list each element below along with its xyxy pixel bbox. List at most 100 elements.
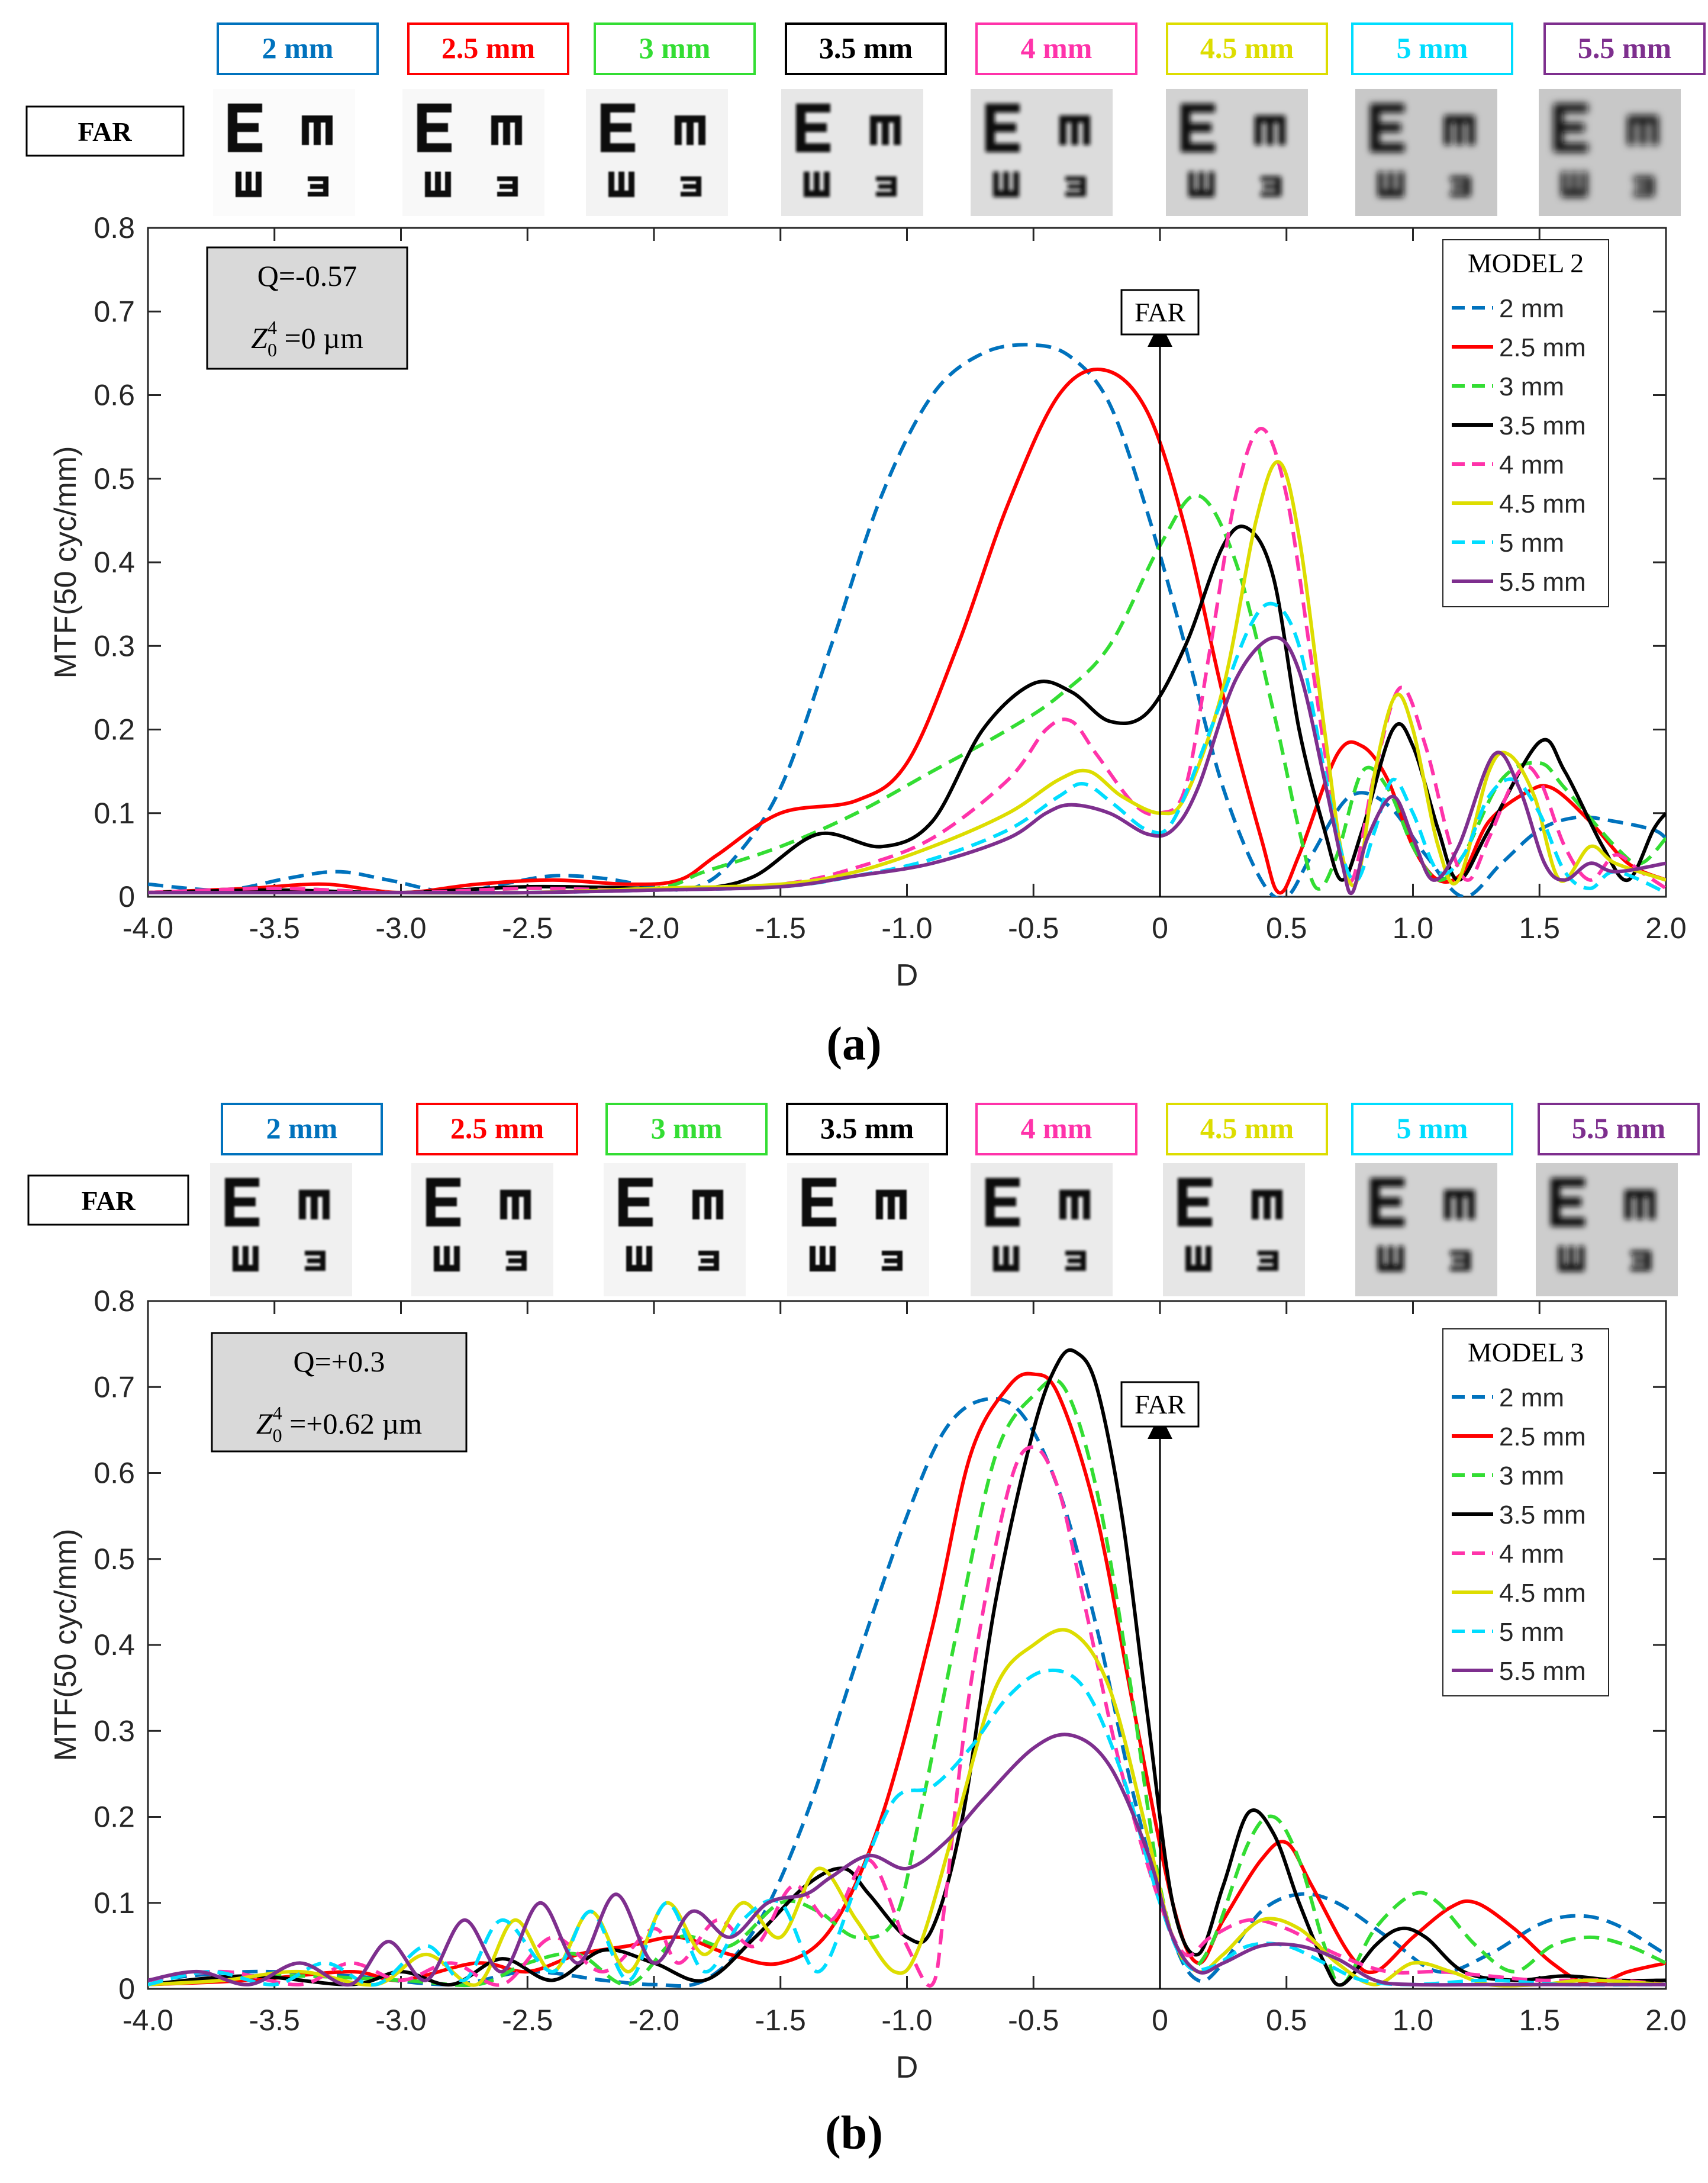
x-tick-label: -1.0	[881, 2004, 932, 2037]
pupil-header-label: 5 mm	[1397, 1112, 1468, 1145]
series-group	[148, 1348, 1666, 1988]
legend-entry: 4.5 mm	[1499, 490, 1586, 519]
far-button[interactable]: FAR	[25, 105, 185, 157]
x-tick-label: -4.0	[123, 912, 173, 945]
pupil-header-label: 4 mm	[1021, 1112, 1093, 1145]
optotype-image	[1355, 89, 1497, 216]
pupil-header-frame	[221, 1103, 383, 1155]
far-button-label: FAR	[81, 1186, 136, 1216]
x-tick-label: -1.5	[755, 912, 806, 945]
x-tick-label: -0.5	[1008, 912, 1059, 945]
x-axis-label: D	[896, 958, 919, 993]
x-tick-label: -3.5	[249, 912, 300, 945]
optotype-image	[1536, 1163, 1678, 1296]
pupil-header-label: 3 mm	[651, 1112, 723, 1145]
legend-entry: 5.5 mm	[1499, 568, 1586, 597]
pupil-header-box: 4.5 mm	[1166, 1103, 1328, 1155]
x-tick-label: 0	[1152, 912, 1168, 945]
optotype-image	[210, 1163, 352, 1296]
pupil-header-frame	[217, 22, 379, 75]
legend-entry: 5.5 mm	[1499, 1657, 1586, 1686]
y-tick-label: 0.1	[94, 1886, 135, 1920]
optotype-image	[604, 1163, 746, 1296]
pupil-header-box: 5 mm	[1351, 22, 1513, 75]
y-tick-label: 0	[118, 1972, 135, 2005]
zernike-sub: 0	[273, 1425, 282, 1446]
pupil-header-row-a: 2 mm 2.5 mm 3 mm 3.5 mm 4 mm 4.5 mm 5 mm 5.5 mm	[217, 22, 1706, 75]
x-tick-label: -1.5	[755, 2004, 806, 2037]
far-button[interactable]: FAR	[27, 1174, 189, 1226]
pupil-header-label: 5 mm	[1397, 31, 1468, 65]
y-tick-label: 0.7	[94, 1370, 135, 1403]
pupil-header-box: 3 mm	[605, 1103, 768, 1155]
pupil-header-box: 3.5 mm	[786, 1103, 948, 1155]
pupil-header-box: 4.5 mm	[1166, 22, 1328, 75]
series-line-5mm	[148, 1668, 1666, 1987]
optotype-image	[586, 89, 728, 216]
legend-entry: 3 mm	[1499, 1461, 1564, 1490]
y-axis-label: MTF(50 cyc/mm)	[49, 1529, 83, 1762]
y-tick-label: 0.5	[94, 462, 135, 495]
legend-entry: 2 mm	[1499, 1383, 1564, 1412]
series-line-2mm	[148, 343, 1666, 897]
x-tick-label: 0	[1152, 2004, 1168, 2037]
pupil-header-box: 5 mm	[1351, 1103, 1513, 1155]
legend-entry: 5 mm	[1499, 1618, 1564, 1647]
pupil-header-frame	[407, 22, 569, 75]
legend-entry: 5 mm	[1499, 529, 1564, 558]
panel-label-a: (a)	[826, 1018, 881, 1070]
zernike-rest: =+0.62 µm	[282, 1407, 423, 1440]
legend-title: MODEL 2	[1468, 248, 1584, 278]
x-tick-label: -2.5	[502, 912, 553, 945]
optotype-row-a	[213, 89, 1681, 216]
x-tick-label: 2.0	[1645, 2004, 1687, 2037]
series-line-4-5mm	[148, 460, 1666, 895]
pupil-header-frame	[594, 22, 756, 75]
far-marker-label: FAR	[1135, 297, 1185, 327]
info-box	[206, 246, 408, 370]
legend-entry: 4 mm	[1499, 450, 1564, 479]
zernike-sub: 0	[268, 339, 277, 360]
pupil-header-box: 5.5 mm	[1538, 1103, 1700, 1155]
pupil-header-label: 4.5 mm	[1200, 31, 1294, 65]
far-button-label: FAR	[78, 117, 132, 147]
x-tick-label: 1.0	[1393, 912, 1434, 945]
pupil-header-row-b: 2 mm 2.5 mm 3 mm 3.5 mm 4 mm 4.5 mm 5 mm 5.5 mm	[221, 1103, 1700, 1155]
pupil-header-frame	[785, 22, 947, 75]
series-group	[148, 343, 1666, 897]
legend-entry: 3.5 mm	[1499, 1501, 1586, 1530]
pupil-header-label: 3 mm	[639, 31, 711, 65]
panel-b: 2 mm 2.5 mm 3 mm 3.5 mm 4 mm 4.5 mm 5 mm 5.5 mm…	[27, 1103, 1700, 2159]
pupil-header-frame	[975, 22, 1137, 75]
far-marker-box	[1120, 289, 1200, 336]
x-tick-label: -0.5	[1008, 2004, 1059, 2037]
series-line-3mm	[148, 1377, 1666, 1988]
series-line-4mm	[148, 427, 1666, 894]
x-tick-label: 0.5	[1266, 2004, 1307, 2037]
panel-a: 2 mm 2.5 mm 3 mm 3.5 mm 4 mm 4.5 mm 5 mm 5.5 mm…	[25, 22, 1706, 1070]
pupil-header-label: 2 mm	[266, 1112, 338, 1145]
series-line-2mm	[148, 1396, 1666, 1988]
optotype-image	[971, 89, 1113, 216]
y-tick-label: 0.4	[94, 1628, 135, 1662]
optotype-image	[1539, 89, 1681, 216]
x-tick-label: -3.5	[249, 2004, 300, 2037]
zernike-sup: 4	[273, 1402, 282, 1424]
legend-entry: 4 mm	[1499, 1540, 1564, 1569]
zernike-value: Z04 =0 µm	[251, 317, 363, 360]
y-axis-label: MTF(50 cyc/mm)	[49, 446, 83, 679]
q-value: Q=+0.3	[293, 1345, 385, 1378]
y-tick-label: 0.4	[94, 546, 135, 579]
optotype-row-b	[210, 1163, 1678, 1296]
series-line-5-5mm	[148, 636, 1666, 896]
optotype-image	[411, 1163, 553, 1296]
x-tick-label: 1.5	[1519, 2004, 1560, 2037]
y-tick-label: 0.6	[94, 1457, 135, 1490]
chart-b: -4.0 -3.5 -3.0 -2.5 -2.0 -1.5 -1.0 -0.5 0 0.5 1.0 1…	[49, 1284, 1687, 2085]
x-tick-label: -4.0	[123, 2004, 173, 2037]
pupil-header-box: 3.5 mm	[785, 22, 947, 75]
y-tick-label: 0.3	[94, 1714, 135, 1747]
x-tick-label: -2.0	[629, 912, 679, 945]
zernike-rest: =0 µm	[277, 321, 363, 355]
x-tick-label: -3.0	[375, 2004, 426, 2037]
